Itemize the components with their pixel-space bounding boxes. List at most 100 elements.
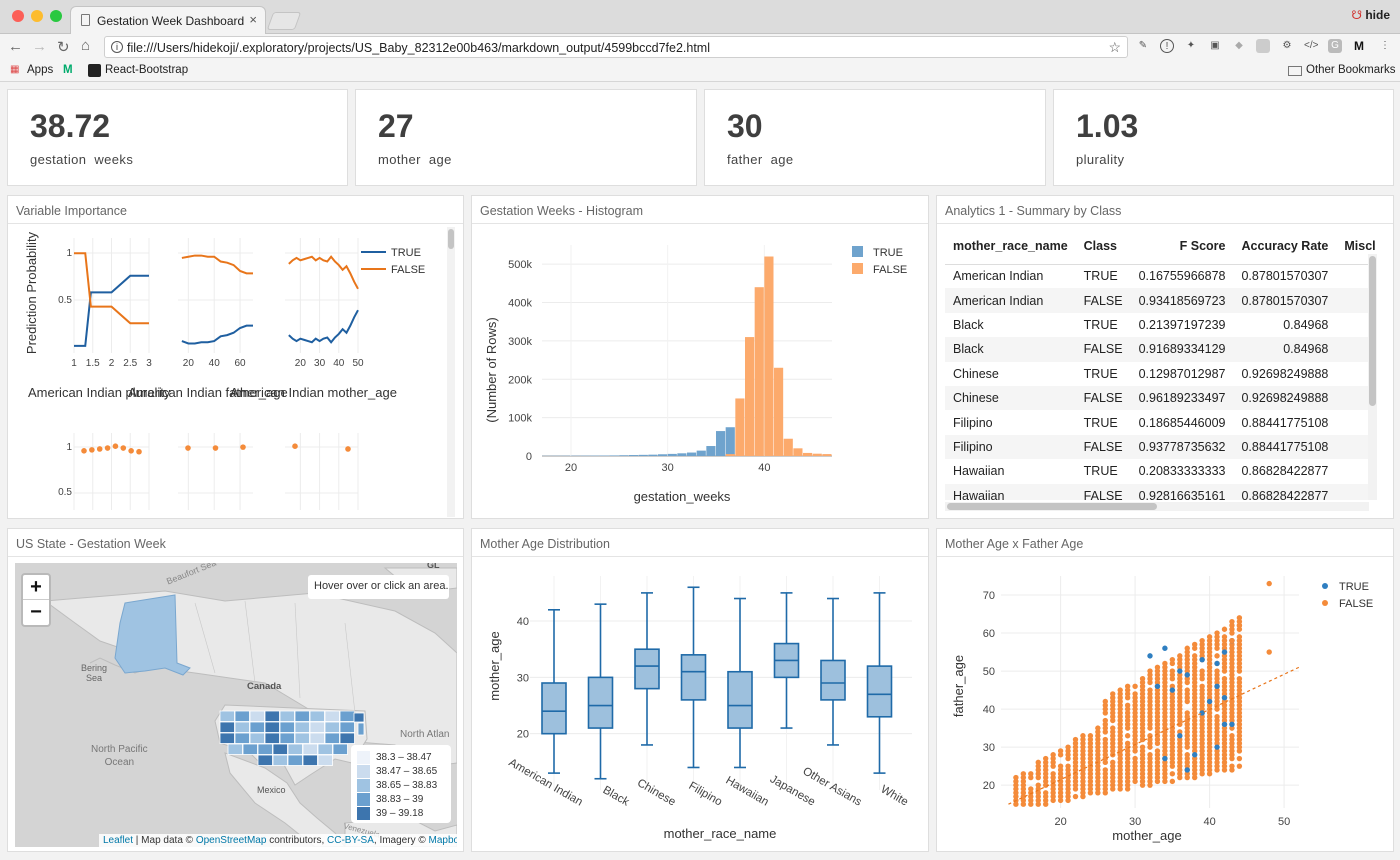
bookmark-apps[interactable]: Apps [27,64,54,76]
column-header[interactable]: Class [1075,229,1131,265]
scrollbar-thumb[interactable] [448,229,454,249]
legend-swatch-true [852,246,863,257]
info-icon[interactable]: i [111,41,123,53]
point-false [1221,733,1228,739]
point-false [1087,767,1094,773]
column-header[interactable]: Accuracy Rate [1233,229,1337,265]
code-icon[interactable]: </> [1304,40,1319,51]
point-false [1057,790,1064,796]
point-false [1139,710,1146,716]
point-false [1072,782,1079,788]
x-tick: 1.5 [86,358,100,369]
table-row[interactable]: Chinese FALSE 0.96189233497 0.92698249888 [945,385,1375,411]
extension-icon[interactable] [1256,39,1270,53]
extension-icon[interactable]: ▣ [1210,40,1220,51]
state-alaska[interactable] [114,594,191,676]
point-false [1162,767,1168,773]
address-bar[interactable]: i file:///Users/hidekoji/.exploratory/pr… [104,36,1128,58]
variable-importance-chart[interactable]: Prediction Probability 1 0.5 1 0.5 1 1.5 2… [8,225,463,518]
point-false [1110,733,1116,739]
boxplot-chart[interactable]: 20 30 40 American Indian Black Chinese Filipin… [472,558,928,851]
horizontal-scrollbar[interactable] [945,502,1369,511]
legend-label-false[interactable]: FALSE [391,264,425,276]
point-true [1177,668,1183,674]
table-row[interactable]: Filipino TRUE 0.18685446009 0.88441775108 [945,410,1375,434]
table-cell: 0.86828422877 [1241,464,1329,479]
zoom-in-button[interactable]: + [23,575,49,600]
histogram-chart[interactable]: 0 100k 200k 300k 400k 500k 20 30 40 (Number of R… [472,225,928,518]
extension-icon[interactable]: ✎ [1138,40,1148,51]
leaflet-link[interactable]: Leaflet [103,835,134,846]
table-cell: FALSE [1075,483,1131,500]
dropbox-icon[interactable]: ◆ [1235,40,1243,51]
bookmark-react-bootstrap[interactable]: React-Bootstrap [105,64,189,76]
column-header[interactable]: mother_race_name [945,229,1076,265]
point-false [1102,740,1108,747]
point-false [1214,733,1220,739]
point-false [1229,630,1235,636]
new-tab-button[interactable] [266,12,302,30]
point-false [1199,691,1205,697]
summary-table-wrapper[interactable]: mother_race_name Class F Score Accuracy … [945,229,1375,500]
zoom-out-button[interactable]: − [30,601,42,623]
other-bookmarks[interactable]: Other Bookmarks [1306,64,1396,76]
column-header[interactable]: F Score [1130,229,1234,265]
state-shape [279,721,295,733]
point-false [1072,767,1079,773]
minimize-window-button[interactable] [31,10,43,22]
scrollbar-thumb[interactable] [947,503,1157,510]
y-tick: 300k [508,336,532,348]
medium-bookmark-icon[interactable]: M [63,64,73,76]
legend-label-false[interactable]: FALSE [873,264,907,276]
profile-button[interactable]: ☋ hide [1351,8,1390,22]
table-row[interactable]: American Indian FALSE 0.93418569723 0.87801… [945,288,1375,313]
menu-icon[interactable]: ⋮ [1380,40,1390,51]
point-false [1124,695,1131,701]
legend-label-true[interactable]: TRUE [873,247,903,259]
extension-icon[interactable]: ! [1160,39,1174,53]
point-false [1117,744,1123,750]
point-false [1199,641,1205,648]
medium-icon[interactable]: M [1354,39,1364,53]
gear-icon[interactable]: ⚙ [1282,40,1292,51]
forward-icon[interactable]: → [32,38,47,55]
legend-item: 38.47 – 38.65 [357,764,451,778]
point-false [1214,637,1220,644]
vertical-scrollbar[interactable] [1368,254,1377,500]
table-row[interactable]: Chinese TRUE 0.12987012987 0.92698249888 [945,362,1375,386]
reload-icon[interactable]: ↻ [57,39,70,56]
scrollbar-track[interactable] [447,227,455,517]
home-icon[interactable]: ⌂ [81,37,91,54]
ccbysa-link[interactable]: CC-BY-SA [327,835,374,846]
point-false [1221,710,1228,716]
table-row[interactable]: Black FALSE 0.91689334129 0.84968 [945,337,1375,362]
legend-label-true[interactable]: TRUE [391,247,421,259]
table-row[interactable]: Black TRUE 0.21397197239 0.84968 [945,313,1375,337]
point-false [1229,626,1235,632]
point-false [1020,790,1027,796]
point-false [1132,771,1138,777]
table-row[interactable]: American Indian TRUE 0.16755966878 0.878015… [945,264,1375,288]
osm-link[interactable]: OpenStreetMap [195,835,267,846]
point-false [1184,656,1190,663]
point-false [1050,786,1056,792]
table-row[interactable]: Hawaiian TRUE 0.20833333333 0.86828422877 [945,459,1375,483]
back-icon[interactable]: ← [8,38,23,55]
table-row[interactable]: Hawaiian FALSE 0.92816635161 0.86828422877 [945,483,1375,500]
legend-label-false[interactable]: FALSE [1339,598,1373,610]
zoom-window-button[interactable] [50,10,62,22]
browser-tab[interactable]: Gestation Week Dashboard × [70,6,266,34]
google-icon[interactable]: G [1328,39,1342,53]
evernote-icon[interactable]: ✦ [1186,40,1196,51]
table-row[interactable]: Filipino FALSE 0.93778735632 0.88441775108 [945,434,1375,460]
map-view[interactable]: Hover over or click an area. GL + − Beau… [15,563,457,847]
close-window-button[interactable] [12,10,24,22]
scatter-chart[interactable]: 20 30 40 50 20 30 40 50 60 70 father_age mother_a… [937,558,1393,851]
bookmark-star-icon[interactable]: ☆ [1108,39,1121,55]
tab-close-icon[interactable]: × [249,12,257,27]
mapbox-link[interactable]: Mapbox [428,835,458,846]
legend-label-true[interactable]: TRUE [1339,581,1369,593]
point-false [1192,668,1198,674]
line-false [74,252,149,325]
scrollbar-thumb[interactable] [1369,256,1376,406]
